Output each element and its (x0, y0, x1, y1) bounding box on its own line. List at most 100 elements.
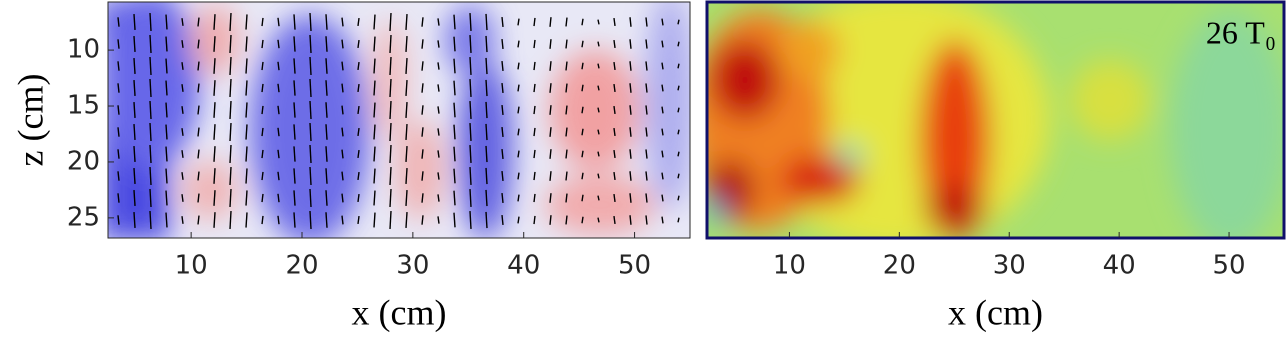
arrow (213, 36, 216, 52)
arrow (341, 149, 344, 159)
arrow (325, 102, 328, 118)
arrow (149, 34, 152, 54)
arrow (485, 57, 488, 75)
arrow (629, 215, 632, 225)
arrow (597, 41, 600, 47)
arrow (229, 100, 232, 120)
arrow (405, 80, 408, 96)
arrow (117, 61, 120, 71)
arrow (517, 194, 520, 202)
arrow (565, 83, 568, 93)
arrow (245, 146, 248, 162)
arrow (197, 83, 200, 93)
arrow (469, 210, 472, 230)
arrow (549, 171, 552, 181)
arrow (293, 36, 296, 52)
arrow (565, 193, 568, 203)
arrow (357, 84, 360, 92)
arrow (405, 146, 408, 162)
arrow (645, 171, 648, 181)
arrow (117, 127, 120, 137)
arrow (245, 124, 248, 140)
arrow (485, 211, 488, 229)
arrow (613, 61, 616, 71)
arrow (325, 146, 328, 162)
arrow (165, 14, 168, 30)
arrow (501, 127, 504, 137)
arrow (469, 122, 472, 142)
y-tick-label: 15 (67, 91, 100, 121)
arrow (453, 146, 456, 162)
arrow (213, 190, 216, 206)
arrow (501, 193, 504, 203)
arrow (309, 166, 312, 186)
arrow (533, 215, 536, 225)
arrow (469, 34, 472, 54)
arrow (389, 210, 392, 230)
arrow (613, 17, 616, 27)
arrow (293, 14, 296, 30)
arrow (677, 41, 680, 47)
arrow (549, 39, 552, 49)
x-tick-label: 40 (1103, 251, 1136, 281)
arrow (261, 83, 264, 93)
arrow (245, 14, 248, 30)
arrow (517, 150, 520, 158)
frame (107, 1, 691, 239)
arrow (149, 78, 152, 98)
arrow (309, 122, 312, 142)
arrow (661, 150, 664, 158)
arrow (533, 17, 536, 27)
arrow (229, 78, 232, 98)
arrow (277, 149, 280, 159)
arrow (373, 124, 376, 140)
arrow (437, 18, 440, 26)
arrow (165, 212, 168, 228)
arrow (261, 105, 264, 115)
arrow (469, 100, 472, 120)
arrow (485, 101, 488, 119)
arrow (309, 56, 312, 76)
arrow (549, 149, 552, 159)
arrow (661, 106, 664, 114)
arrow (469, 56, 472, 76)
arrow (501, 83, 504, 93)
arrow (133, 145, 136, 163)
arrow (565, 39, 568, 49)
arrow (645, 127, 648, 137)
arrow (213, 212, 216, 228)
arrow (661, 62, 664, 70)
arrow (533, 193, 536, 203)
arrow (565, 127, 568, 137)
arrow (389, 166, 392, 186)
arrow (341, 83, 344, 93)
arrow (293, 58, 296, 74)
arrow (469, 188, 472, 208)
arrow (645, 61, 648, 71)
arrow (533, 127, 536, 137)
arrow (229, 166, 232, 186)
arrow (293, 80, 296, 96)
arrow (565, 171, 568, 181)
arrow (213, 14, 216, 30)
arrow (597, 63, 600, 69)
arrow (261, 127, 264, 137)
arrow (565, 215, 568, 225)
arrow (357, 106, 360, 114)
arrow (133, 123, 136, 141)
arrow (181, 172, 184, 180)
arrow (133, 101, 136, 119)
arrow (453, 168, 456, 184)
arrow (229, 56, 232, 76)
arrow (373, 14, 376, 30)
arrow (421, 61, 424, 71)
arrow (149, 100, 152, 120)
arrow (325, 80, 328, 96)
arrow (117, 105, 120, 115)
arrow (501, 39, 504, 49)
arrow (341, 61, 344, 71)
arrow (533, 61, 536, 71)
arrow (277, 127, 280, 137)
x-tick-label: 20 (285, 251, 318, 281)
arrow (245, 102, 248, 118)
